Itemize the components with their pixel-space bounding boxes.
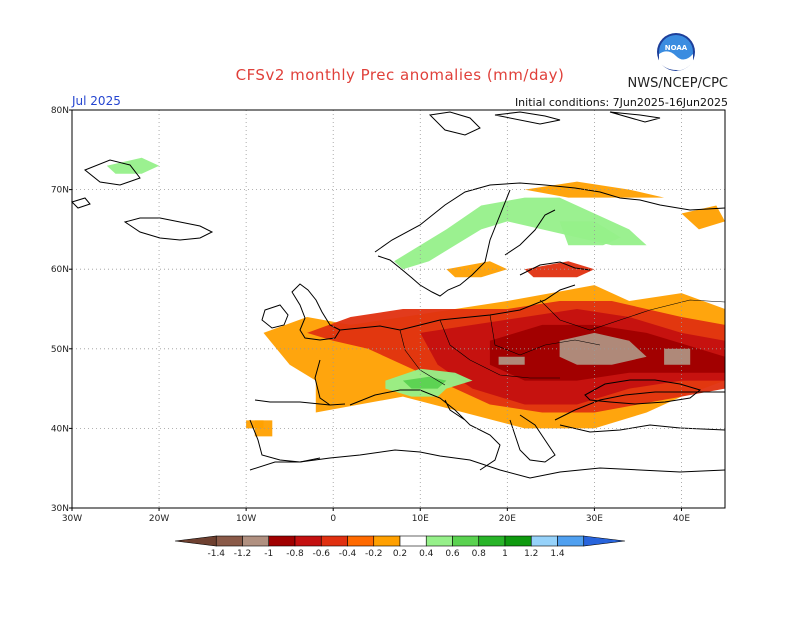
colorbar-swatch bbox=[320, 535, 348, 547]
colorbar-label: -1.4 bbox=[207, 549, 225, 559]
anomaly-region bbox=[498, 356, 525, 365]
colorbar-swatch bbox=[347, 535, 375, 547]
colorbar-swatch bbox=[504, 535, 532, 547]
coastlines bbox=[71, 111, 726, 479]
anomaly-region bbox=[559, 332, 647, 365]
colorbar-swatch bbox=[294, 535, 322, 547]
anomaly-region bbox=[524, 181, 665, 198]
lon-tick-label: 30W bbox=[62, 514, 82, 524]
org-label: NWS/NCEP/CPC bbox=[627, 76, 728, 91]
colorbar-swatch bbox=[557, 535, 585, 547]
lon-tick-label: 10W bbox=[236, 514, 256, 524]
map-grid bbox=[72, 110, 725, 508]
lon-tick-label: 10E bbox=[412, 514, 429, 524]
lon-tick-label: 40E bbox=[673, 514, 690, 524]
lon-tick-label: 30E bbox=[586, 514, 603, 524]
colorbar-swatch bbox=[174, 535, 217, 547]
colorbar-label: -1 bbox=[264, 549, 273, 559]
lon-tick-label: 0 bbox=[330, 514, 336, 524]
colorbar-label: -0.6 bbox=[312, 549, 330, 559]
colorbar-label: 0.2 bbox=[393, 549, 407, 559]
lat-tick-label: 80N bbox=[51, 106, 69, 116]
colorbar-swatch bbox=[399, 535, 427, 547]
lat-tick-label: 50N bbox=[51, 345, 69, 355]
colorbar-label: 0.8 bbox=[472, 549, 487, 559]
anomaly-region bbox=[681, 205, 725, 230]
anomaly-region bbox=[246, 420, 264, 429]
colorbar-label: -0.8 bbox=[286, 549, 304, 559]
lat-tick-label: 40N bbox=[51, 424, 69, 434]
anomaly-region bbox=[559, 221, 621, 246]
colorbar-swatch bbox=[478, 535, 506, 547]
initial-conditions-label: Initial conditions: 7Jun2025-16Jun2025 bbox=[514, 96, 728, 109]
anomaly-region bbox=[394, 197, 647, 270]
lat-tick-label: 60N bbox=[51, 265, 69, 275]
chart-title: CFSv2 monthly Prec anomalies (mm/day) bbox=[235, 66, 565, 84]
noaa-logo: NOAA bbox=[657, 33, 695, 71]
colorbar-label: 1 bbox=[502, 549, 508, 559]
colorbar-label: -1.2 bbox=[234, 549, 252, 559]
colorbar-swatch bbox=[425, 535, 453, 547]
colorbar-swatch bbox=[268, 535, 296, 547]
colorbar-label: 1.2 bbox=[524, 549, 538, 559]
colorbar-label: -0.4 bbox=[339, 549, 357, 559]
colorbar-label: 0.4 bbox=[419, 549, 434, 559]
anomaly-region bbox=[402, 376, 447, 389]
colorbar-label: 0.6 bbox=[445, 549, 460, 559]
anomaly-region bbox=[106, 157, 160, 174]
anomaly-region bbox=[524, 261, 595, 278]
lat-tick-label: 30N bbox=[51, 504, 69, 514]
lat-tick-label: 70N bbox=[51, 186, 69, 196]
anomaly-region bbox=[664, 348, 691, 365]
axis-ticks: 30W 20W 10W 0 10E 20E 30E 40E 30N 40N 50N 60N 70N 80N bbox=[51, 106, 691, 524]
map-frame bbox=[71, 109, 726, 509]
colorbar-label: 1.4 bbox=[550, 549, 565, 559]
colorbar-swatch bbox=[242, 535, 270, 547]
colorbar-swatch bbox=[373, 535, 401, 547]
lon-tick-label: 20E bbox=[499, 514, 516, 524]
colorbar-swatch bbox=[530, 535, 558, 547]
colorbar-swatch bbox=[583, 535, 626, 547]
colorbar: -1.4 -1.2 -1 -0.8 -0.6 -0.4 -0.2 0.2 0.4 0.6 0.8 1 1… bbox=[174, 535, 626, 559]
colorbar-label: -0.2 bbox=[365, 549, 383, 559]
colorbar-swatch bbox=[452, 535, 480, 547]
lon-tick-label: 20W bbox=[149, 514, 169, 524]
month-label: Jul 2025 bbox=[72, 94, 121, 108]
svg-text:NOAA: NOAA bbox=[665, 44, 688, 52]
colorbar-swatch bbox=[215, 535, 243, 547]
